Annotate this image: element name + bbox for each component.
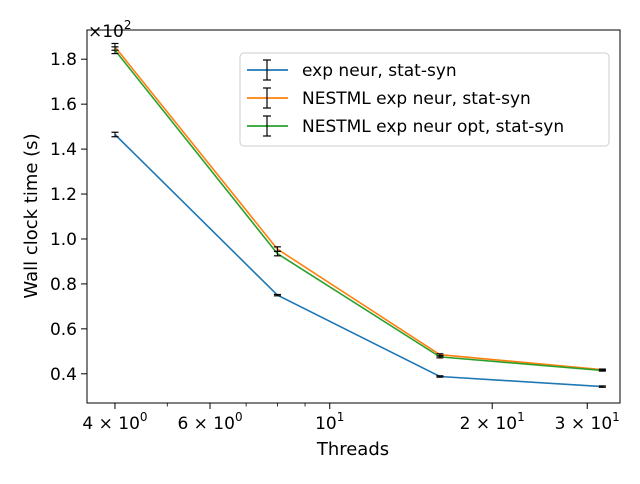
x-tick-label-exponent: 1 <box>517 410 525 424</box>
plot-area <box>111 42 606 388</box>
x-tick-label: 3 × 101 <box>555 410 620 434</box>
y-tick-label: 1.4 <box>50 140 77 160</box>
y-tick-label: 1.2 <box>50 185 77 205</box>
x-tick-label-exponent: 1 <box>337 410 345 424</box>
x-tick-label-base: 10 <box>315 414 337 434</box>
x-tick-label: 4 × 100 <box>82 410 147 434</box>
y-tick-label: 0.6 <box>50 320 77 340</box>
series-line-3 <box>114 49 603 372</box>
x-tick-label: 6 × 100 <box>177 410 242 434</box>
x-tick-label: 101 <box>315 410 344 434</box>
legend-box <box>239 52 610 147</box>
x-tick-label-exponent: 1 <box>612 410 620 424</box>
legend-label-1: exp neur, stat-syn <box>302 61 457 81</box>
axes-frame <box>86 29 621 404</box>
y-axis-multiplier-exponent: 2 <box>124 18 132 32</box>
y-tick-label: 1.0 <box>50 230 77 250</box>
y-tick-label: 0.4 <box>50 365 77 385</box>
y-axis-label: Wall clock time (s) <box>21 133 42 298</box>
x-tick-label-base: 2 × 10 <box>460 414 518 434</box>
y-axis: 0.4 0.6 0.8 1.0 1.2 1.4 1.6 1.8 <box>50 50 87 385</box>
x-tick-label-base: 3 × 10 <box>555 414 613 434</box>
x-axis: 4 × 100 6 × 100 101 2 × 101 3 × 101 <box>82 403 620 434</box>
y-tick-label: 1.8 <box>50 50 77 70</box>
x-tick-label-exponent: 0 <box>235 410 243 424</box>
legend-label-3: NESTML exp neur opt, stat-syn <box>302 117 564 137</box>
x-tick-label-exponent: 0 <box>140 410 148 424</box>
x-axis-label: Threads <box>316 439 389 460</box>
y-tick-label: 1.6 <box>50 95 77 115</box>
x-tick-label: 2 × 101 <box>460 410 525 434</box>
y-tick-label: 0.8 <box>50 275 77 295</box>
legend: exp neur, stat-syn NESTML exp neur, stat-… <box>239 52 610 147</box>
x-tick-label-base: 4 × 10 <box>82 414 140 434</box>
series-line-1 <box>114 133 603 388</box>
y-axis-multiplier: ×102 <box>88 18 132 42</box>
series-line-2 <box>114 46 603 371</box>
x-tick-label-base: 6 × 10 <box>177 414 235 434</box>
legend-label-2: NESTML exp neur, stat-syn <box>302 89 531 109</box>
